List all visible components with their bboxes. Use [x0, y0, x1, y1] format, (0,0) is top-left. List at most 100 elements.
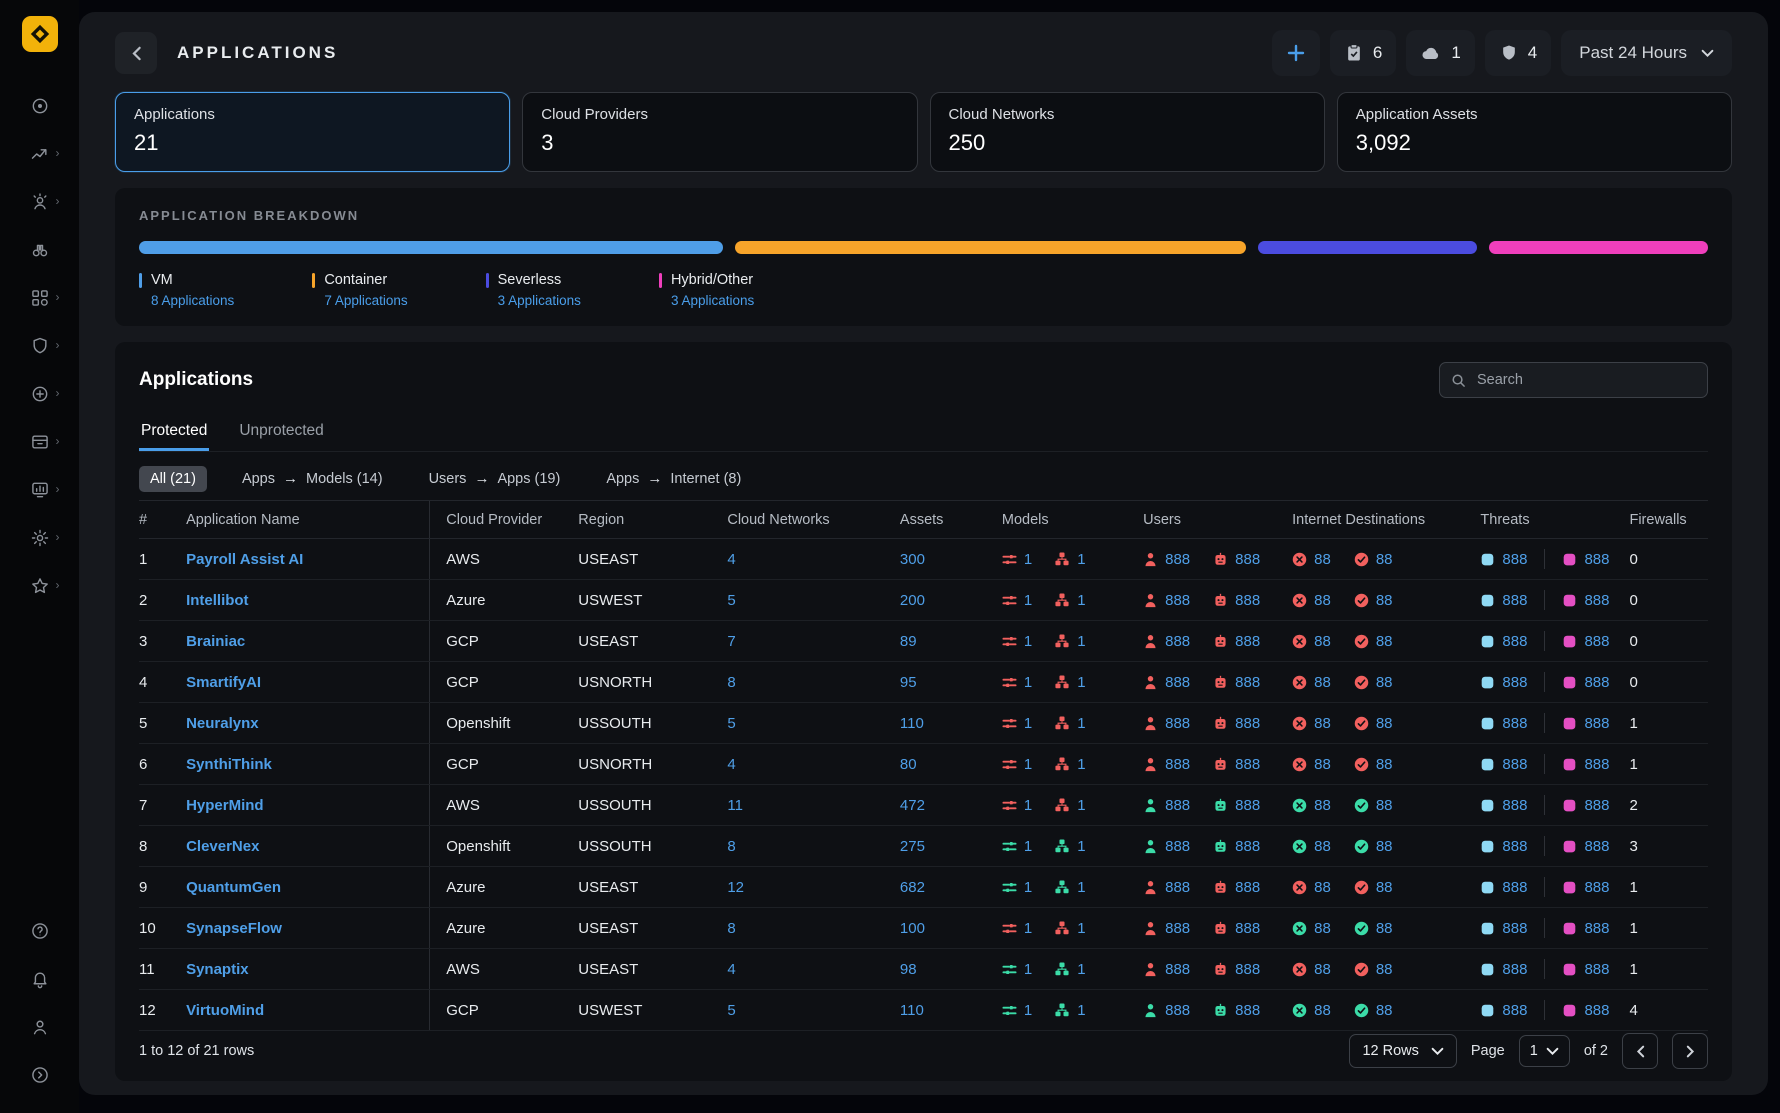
threat-count[interactable]: 888 — [1584, 797, 1609, 814]
cloud-networks-count[interactable]: 11 — [727, 797, 743, 814]
assets-count[interactable]: 100 — [900, 920, 925, 937]
model-hierarchy-count[interactable]: 1 — [1077, 797, 1085, 814]
assets-count[interactable]: 110 — [900, 1002, 924, 1019]
threat-count[interactable]: 888 — [1502, 592, 1527, 609]
person-count[interactable]: 888 — [1165, 961, 1190, 978]
model-hierarchy-count[interactable]: 1 — [1077, 961, 1085, 978]
allowed-destination-count[interactable]: 88 — [1376, 879, 1393, 896]
search-input[interactable] — [1475, 371, 1696, 389]
app-name-link[interactable]: QuantumGen — [186, 879, 281, 896]
sidebar-item-archive[interactable]: › — [18, 420, 62, 464]
cloud-networks-count[interactable]: 5 — [727, 592, 735, 609]
person-count[interactable]: 888 — [1165, 797, 1190, 814]
cloud-networks-count[interactable]: 8 — [727, 674, 735, 691]
robot-count[interactable]: 888 — [1235, 920, 1260, 937]
robot-count[interactable]: 888 — [1235, 961, 1260, 978]
sidebar-item-help[interactable] — [18, 909, 62, 953]
sidebar-item-bell[interactable] — [18, 957, 62, 1001]
threat-count[interactable]: 888 — [1502, 920, 1527, 937]
threat-count[interactable]: 888 — [1502, 715, 1527, 732]
person-count[interactable]: 888 — [1165, 838, 1190, 855]
app-name-link[interactable]: Intellibot — [186, 592, 249, 609]
blocked-destination-count[interactable]: 88 — [1314, 920, 1331, 937]
threat-count[interactable]: 888 — [1584, 961, 1609, 978]
model-hierarchy-count[interactable]: 1 — [1077, 1002, 1085, 1019]
allowed-destination-count[interactable]: 88 — [1376, 715, 1393, 732]
search-box[interactable] — [1439, 362, 1708, 398]
model-hierarchy-count[interactable]: 1 — [1077, 879, 1085, 896]
allowed-destination-count[interactable]: 88 — [1376, 633, 1393, 650]
robot-count[interactable]: 888 — [1235, 715, 1260, 732]
threat-count[interactable]: 888 — [1502, 838, 1527, 855]
model-config-count[interactable]: 1 — [1024, 838, 1032, 855]
model-config-count[interactable]: 1 — [1024, 797, 1032, 814]
blocked-destination-count[interactable]: 88 — [1314, 715, 1331, 732]
cloud-networks-count[interactable]: 5 — [727, 715, 735, 732]
allowed-destination-count[interactable]: 88 — [1376, 756, 1393, 773]
stat-card-application-assets[interactable]: Application Assets3,092 — [1337, 92, 1732, 172]
threat-count[interactable]: 888 — [1502, 633, 1527, 650]
sidebar-item-grid[interactable]: › — [18, 276, 62, 320]
assets-count[interactable]: 89 — [900, 633, 917, 650]
breakdown-segment-hybrid-other[interactable] — [1489, 241, 1708, 254]
legend-count-link[interactable]: 3 Applications — [671, 293, 754, 308]
blocked-destination-count[interactable]: 88 — [1314, 879, 1331, 896]
sidebar-item-flow[interactable]: › — [18, 132, 62, 176]
app-name-link[interactable]: SynapseFlow — [186, 920, 282, 937]
model-hierarchy-count[interactable]: 1 — [1077, 592, 1085, 609]
model-hierarchy-count[interactable]: 1 — [1077, 715, 1085, 732]
stat-card-applications[interactable]: Applications21 — [115, 92, 510, 172]
allowed-destination-count[interactable]: 88 — [1376, 674, 1393, 691]
threat-count[interactable]: 888 — [1584, 756, 1609, 773]
threat-count[interactable]: 888 — [1584, 1002, 1609, 1019]
blocked-destination-count[interactable]: 88 — [1314, 838, 1331, 855]
tab-protected[interactable]: Protected — [139, 414, 209, 451]
allowed-destination-count[interactable]: 88 — [1376, 1002, 1393, 1019]
time-range-dropdown[interactable]: Past 24 Hours — [1561, 30, 1732, 76]
allowed-destination-count[interactable]: 88 — [1376, 551, 1393, 568]
assets-count[interactable]: 200 — [900, 592, 925, 609]
blocked-destination-count[interactable]: 88 — [1314, 592, 1331, 609]
assets-count[interactable]: 95 — [900, 674, 917, 691]
person-count[interactable]: 888 — [1165, 674, 1190, 691]
blocked-destination-count[interactable]: 88 — [1314, 633, 1331, 650]
threat-count[interactable]: 888 — [1502, 961, 1527, 978]
model-hierarchy-count[interactable]: 1 — [1077, 838, 1085, 855]
blocked-destination-count[interactable]: 88 — [1314, 551, 1331, 568]
app-name-link[interactable]: SynthiThink — [186, 756, 272, 773]
assets-count[interactable]: 98 — [900, 961, 917, 978]
app-name-link[interactable]: Payroll Assist AI — [186, 551, 303, 568]
filter-pill-apps-internet-8[interactable]: Apps→Internet (8) — [595, 465, 752, 492]
threat-count[interactable]: 888 — [1502, 756, 1527, 773]
cloud-networks-count[interactable]: 8 — [727, 920, 735, 937]
model-config-count[interactable]: 1 — [1024, 551, 1032, 568]
model-config-count[interactable]: 1 — [1024, 920, 1032, 937]
app-name-link[interactable]: Neuralynx — [186, 715, 259, 732]
model-config-count[interactable]: 1 — [1024, 961, 1032, 978]
threat-count[interactable]: 888 — [1502, 551, 1527, 568]
assets-count[interactable]: 300 — [900, 551, 925, 568]
allowed-destination-count[interactable]: 88 — [1376, 838, 1393, 855]
cloud-networks-count[interactable]: 8 — [727, 838, 735, 855]
model-hierarchy-count[interactable]: 1 — [1077, 551, 1085, 568]
model-hierarchy-count[interactable]: 1 — [1077, 674, 1085, 691]
assets-count[interactable]: 110 — [900, 715, 924, 732]
app-name-link[interactable]: Synaptix — [186, 961, 249, 978]
person-count[interactable]: 888 — [1165, 633, 1190, 650]
app-name-link[interactable]: VirtuoMind — [186, 1002, 264, 1019]
brand-logo[interactable] — [22, 16, 58, 52]
cloud-networks-count[interactable]: 4 — [727, 961, 735, 978]
threat-count[interactable]: 888 — [1584, 551, 1609, 568]
threat-count[interactable]: 888 — [1502, 1002, 1527, 1019]
robot-count[interactable]: 888 — [1235, 797, 1260, 814]
allowed-destination-count[interactable]: 88 — [1376, 920, 1393, 937]
stat-card-cloud-providers[interactable]: Cloud Providers3 — [522, 92, 917, 172]
robot-count[interactable]: 888 — [1235, 1002, 1260, 1019]
sidebar-item-gear[interactable]: › — [18, 516, 62, 560]
tab-unprotected[interactable]: Unprotected — [237, 414, 325, 451]
allowed-destination-count[interactable]: 88 — [1376, 592, 1393, 609]
legend-count-link[interactable]: 7 Applications — [324, 293, 407, 308]
sidebar-item-user-rays[interactable]: › — [18, 180, 62, 224]
threat-count[interactable]: 888 — [1584, 715, 1609, 732]
robot-count[interactable]: 888 — [1235, 756, 1260, 773]
